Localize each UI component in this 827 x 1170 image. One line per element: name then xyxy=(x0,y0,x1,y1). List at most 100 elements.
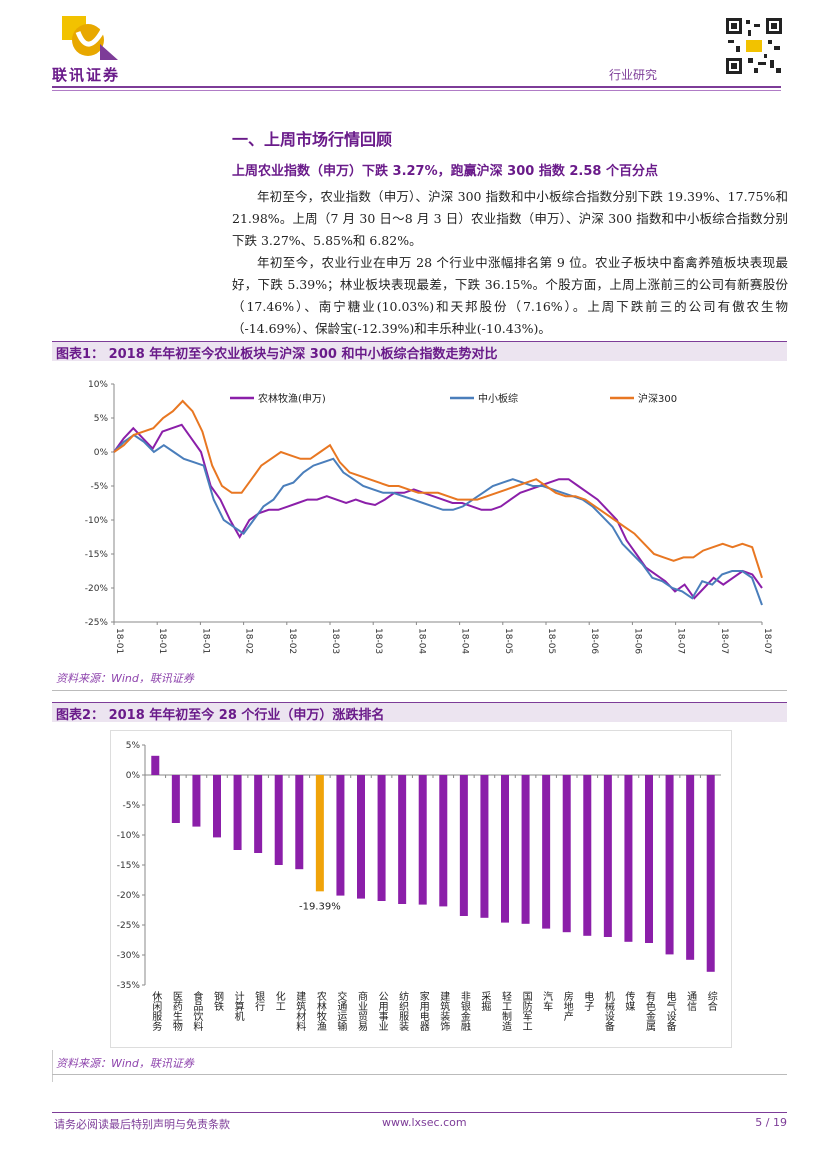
series-line-1 xyxy=(113,433,763,606)
bar-计算机 xyxy=(233,775,242,850)
bar-category-label: 家用电器 xyxy=(417,990,429,1032)
bar-机械设备 xyxy=(603,775,612,937)
report-type: 行业研究 xyxy=(608,68,657,82)
bar-category-label: 钢铁 xyxy=(212,990,224,1012)
x-tick-label: 18-04 xyxy=(460,628,470,654)
figure1-title-bar: 图表1： 2018 年年初至今农业板块与沪深 300 和中小板综合指数走势对比 xyxy=(52,341,787,362)
footer-disclaimer[interactable]: 请务必阅读最后特别声明与免责条款 xyxy=(54,1118,230,1131)
x-tick-label: 18-04 xyxy=(416,628,426,654)
figure1-title: 图表1： 2018 年年初至今农业板块与沪深 300 和中小板综合指数走势对比 xyxy=(56,347,498,362)
bar-y-tick-label: -25% xyxy=(117,921,141,931)
bar-category-label: 采掘 xyxy=(479,991,491,1012)
bar-化工 xyxy=(274,775,283,865)
x-tick-label: 18-02 xyxy=(287,628,297,654)
bar-商业贸易 xyxy=(357,775,365,899)
figure2-divider xyxy=(52,1074,787,1075)
x-tick-label: 18-01 xyxy=(157,628,167,654)
series-line-0 xyxy=(113,423,763,600)
y-tick-label: -10% xyxy=(85,516,109,526)
footer-divider xyxy=(52,1112,787,1113)
bar-category-label: 房地产 xyxy=(561,990,573,1022)
logo-mark-icon xyxy=(62,16,118,60)
x-tick-label: 18-03 xyxy=(373,628,383,654)
bar-y-tick-label: -35% xyxy=(117,981,141,991)
paragraph-2: 年初至今，农业行业在申万 28 个行业中涨幅排名第 9 位。农业子板块中畜禽养殖… xyxy=(232,255,788,336)
bar-category-label: 电气设备 xyxy=(664,990,676,1032)
bar-category-label: 交通运输 xyxy=(335,990,347,1032)
y-tick-label: 5% xyxy=(94,414,109,424)
bar-category-label: 休闲服务 xyxy=(150,991,162,1032)
legend-label: 农林牧渔(申万) xyxy=(258,392,326,405)
footer-website[interactable]: www.lxsec.com xyxy=(382,1116,467,1129)
x-tick-label: 18-01 xyxy=(114,628,124,654)
logo-text: 联讯证券 xyxy=(52,66,121,84)
logo xyxy=(60,14,122,62)
bar-国防军工 xyxy=(521,775,530,924)
bar-交通运输 xyxy=(336,775,345,896)
y-tick-label: -25% xyxy=(85,618,109,628)
bar-category-label: 汽车 xyxy=(541,990,553,1012)
bar-电子 xyxy=(583,775,592,936)
figure2-title-bar: 图表2： 2018 年年初至今 28 个行业（申万）涨跌排名 xyxy=(52,702,787,723)
bar-y-tick-label: -20% xyxy=(117,891,141,901)
series-line-2 xyxy=(113,399,763,579)
bar-y-tick-label: -15% xyxy=(117,861,141,871)
section-subtitle: 上周农业指数（申万）下跌 3.27%，跑赢沪深 300 指数 2.58 个百分点 xyxy=(232,164,658,179)
bar-建筑装饰 xyxy=(439,775,448,907)
y-tick-label: -15% xyxy=(85,550,109,560)
figure2-side-rule xyxy=(52,1050,53,1082)
figure2-title: 图表2： 2018 年年初至今 28 个行业（申万）涨跌排名 xyxy=(56,708,385,723)
bar-农林牧渔 xyxy=(315,775,324,892)
bar-category-label: 国防军工 xyxy=(520,991,532,1031)
legend-label: 沪深300 xyxy=(638,392,677,405)
bar-category-label: 医药生物 xyxy=(170,991,182,1032)
x-tick-label: 18-01 xyxy=(200,628,210,654)
bar-category-label: 通信 xyxy=(685,991,697,1012)
bar-y-tick-label: -30% xyxy=(117,951,141,961)
page-number: 5 / 19 xyxy=(755,1116,787,1129)
bar-category-label: 商业贸易 xyxy=(356,990,368,1032)
bar-chart: 5% 0% -5% -10% -15% -20% -25% -30% -35% 休闲服务 医药生物食… xyxy=(110,730,732,1048)
bar-category-label: 化工 xyxy=(273,990,285,1011)
line-chart: 10% 5% 0% -5% -10% -15% -20% -25% 18-01 18-01 18-0… xyxy=(85,380,772,654)
bar-category-label: 银行 xyxy=(253,990,265,1012)
bar-y-tick-label: 5% xyxy=(126,741,141,751)
bar-category-label: 轻工制造 xyxy=(500,990,512,1031)
bar-非银金融 xyxy=(459,775,468,916)
bar-category-label: 传媒 xyxy=(623,991,635,1012)
bar-category-label: 电子 xyxy=(582,990,594,1011)
figure1-divider xyxy=(52,690,787,691)
bar-建筑材料 xyxy=(295,775,304,870)
x-tick-label: 18-07 xyxy=(762,628,772,654)
x-tick-label: 18-07 xyxy=(676,628,686,654)
bar-家用电器 xyxy=(418,775,427,905)
paragraph-1: 年初至今，农业指数（申万）、沪深 300 指数和中小板综合指数分别下跌 19.3… xyxy=(232,189,788,248)
bar-综合 xyxy=(706,775,715,972)
bar-category-label: 农林牧渔 xyxy=(314,990,326,1032)
bar-category-label: 建筑材料 xyxy=(294,990,306,1032)
bar-y-tick-label: -5% xyxy=(122,801,140,811)
bar-医药生物 xyxy=(171,775,180,823)
bar-休闲服务 xyxy=(151,755,160,775)
x-tick-label: 18-06 xyxy=(632,628,642,654)
bar-y-tick-label: -10% xyxy=(117,831,141,841)
bar-采掘 xyxy=(480,775,489,918)
x-tick-label: 18-06 xyxy=(589,628,599,654)
x-tick-label: 18-03 xyxy=(330,628,340,654)
header-divider xyxy=(52,86,781,88)
bar-category-label: 机械设备 xyxy=(602,990,614,1032)
y-tick-label: -5% xyxy=(90,482,108,492)
y-tick-label: 0% xyxy=(94,448,109,458)
bar-category-label: 综合 xyxy=(705,990,717,1012)
y-tick-label: -20% xyxy=(85,584,109,594)
x-tick-label: 18-05 xyxy=(503,628,513,654)
bar-轻工制造 xyxy=(501,775,509,923)
bar-category-label: 纺织服装 xyxy=(397,990,409,1032)
bar-category-label: 公用事业 xyxy=(376,991,388,1031)
x-tick-label: 18-02 xyxy=(244,628,254,654)
body-text: 年初至今，农业指数（申万）、沪深 300 指数和中小板综合指数分别下跌 19.3… xyxy=(232,186,788,340)
y-tick-label: 10% xyxy=(88,380,108,390)
x-tick-label: 18-05 xyxy=(546,628,556,654)
bar-category-label: 建筑装饰 xyxy=(438,990,450,1032)
figure2-source: 资料来源：Wind，联讯证券 xyxy=(56,1057,194,1070)
